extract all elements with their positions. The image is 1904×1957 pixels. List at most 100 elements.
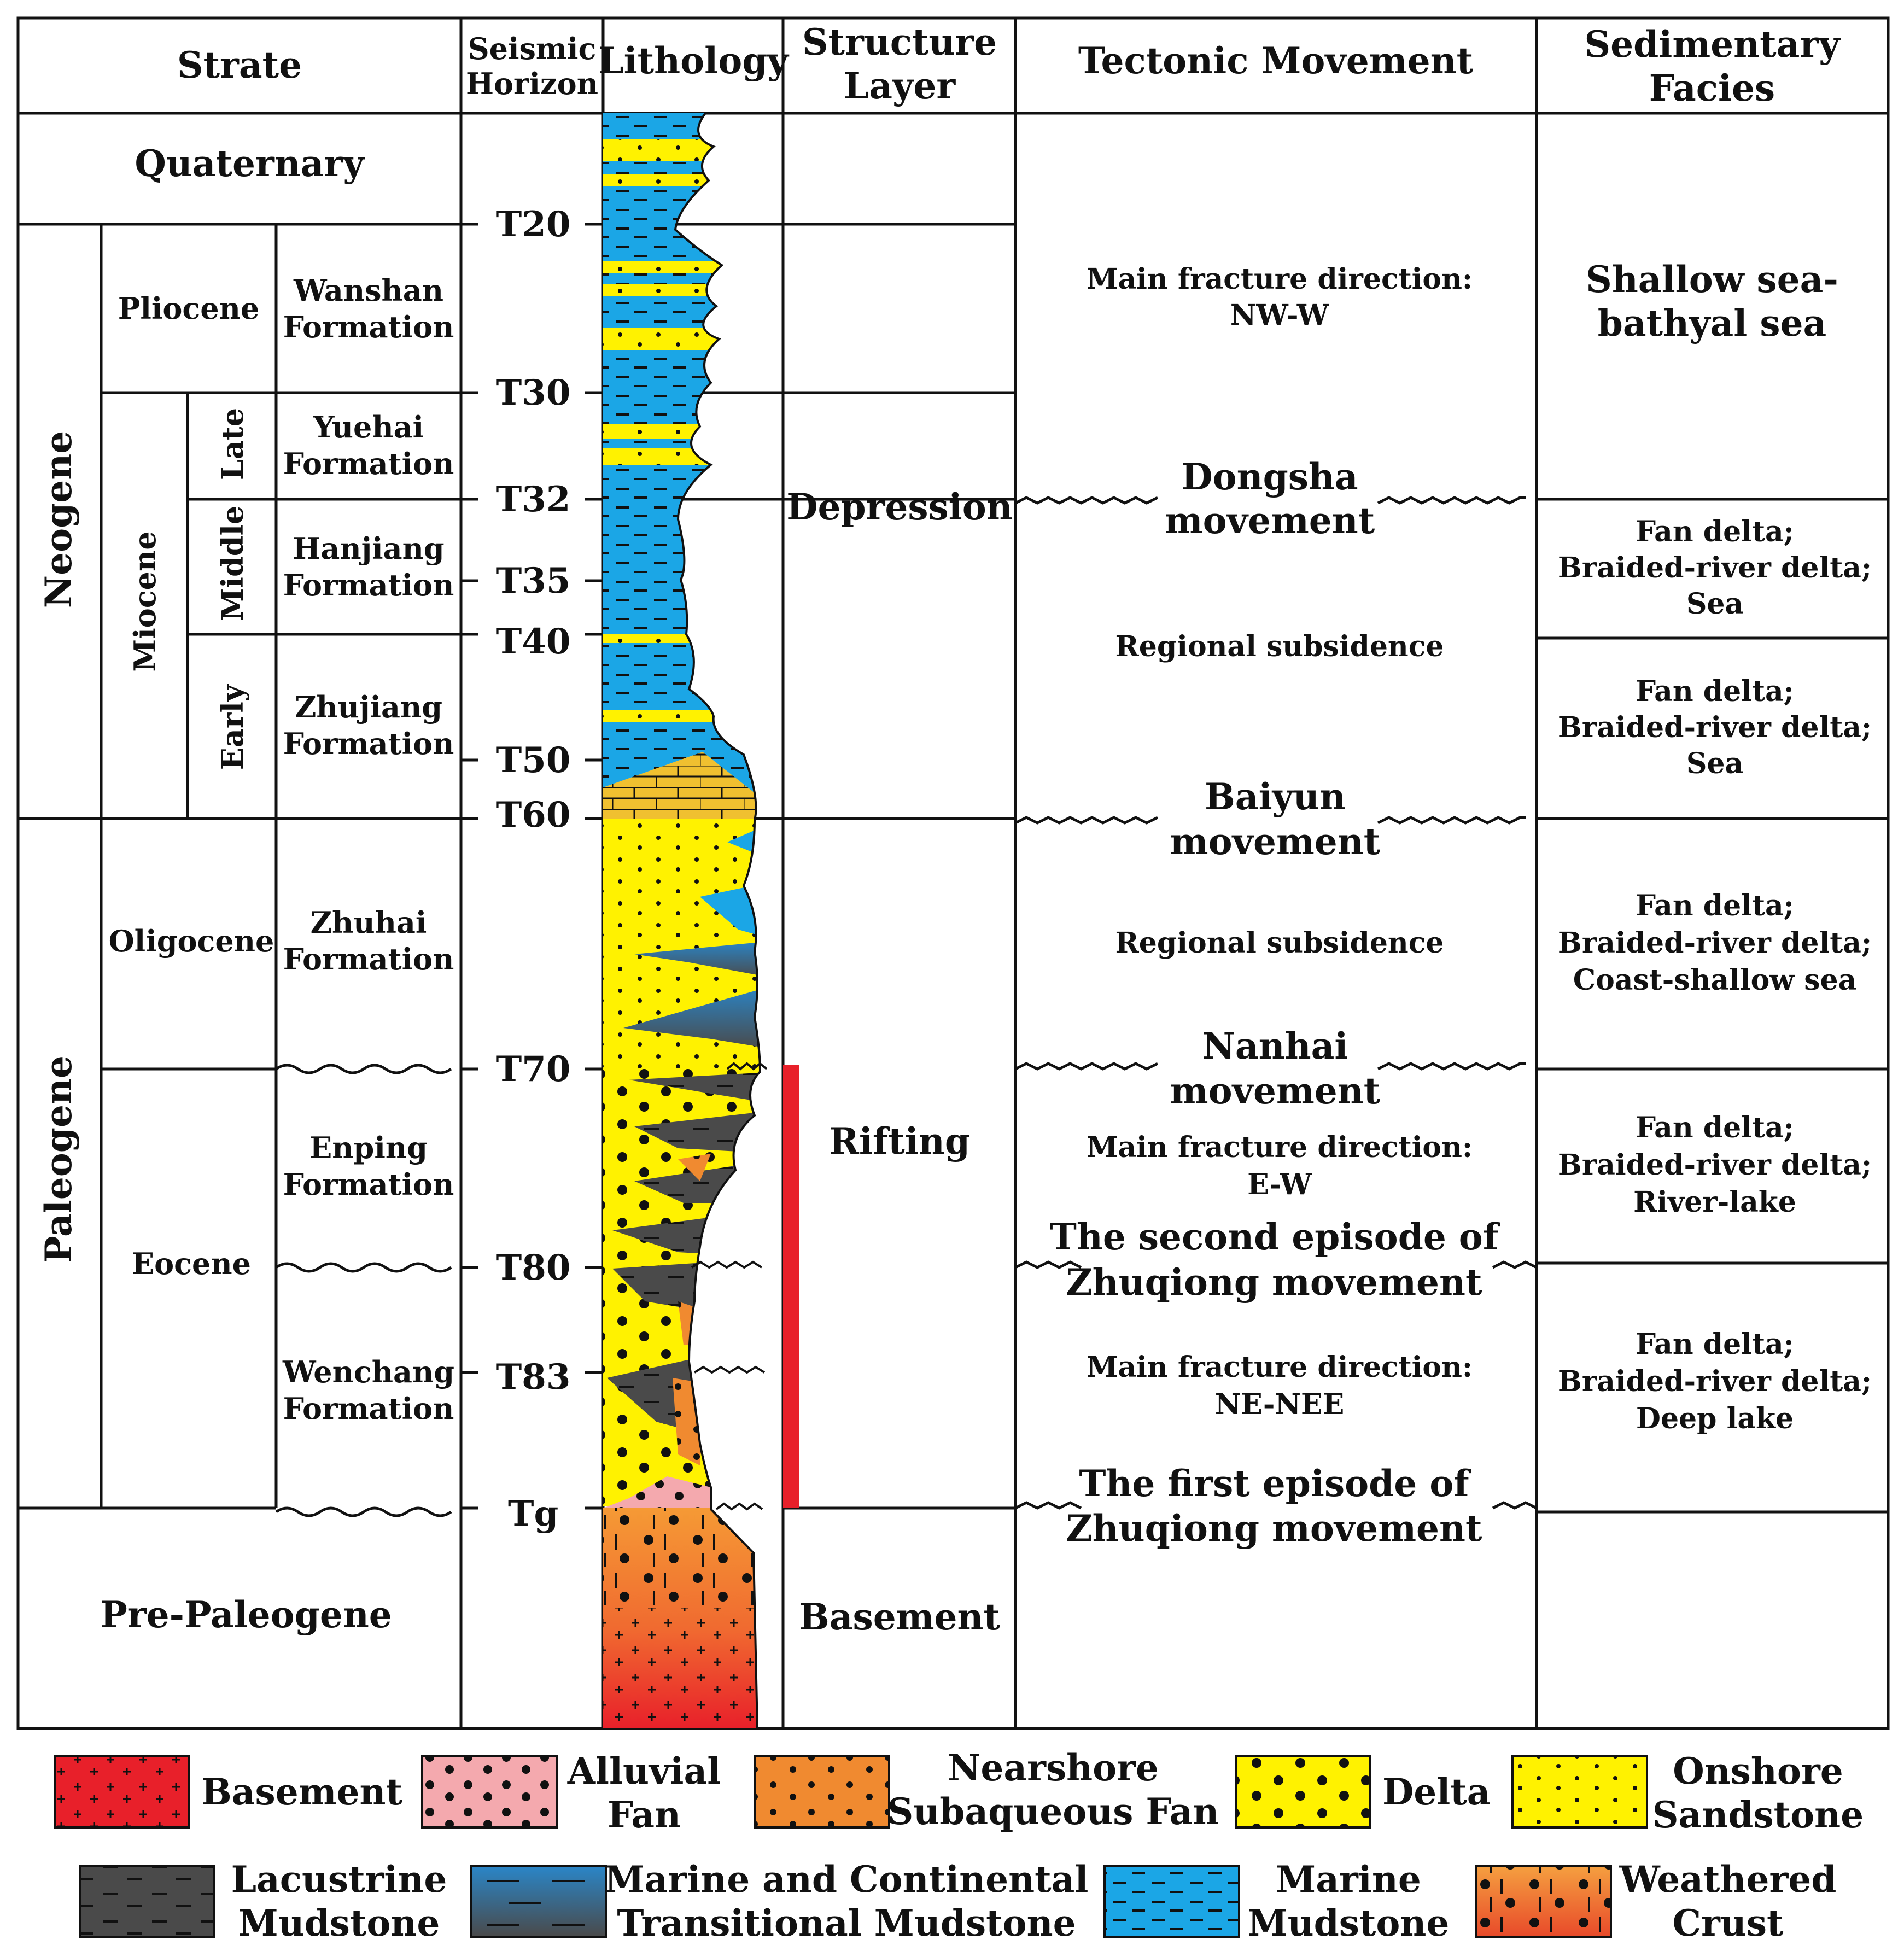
baiyun-movement-1: Baiyun (1205, 775, 1346, 818)
sedimentary-facies: Shallow sea- bathyal sea Fan delta; Brai… (1558, 258, 1872, 1435)
horizon-label: T70 (496, 1049, 571, 1090)
facies-6-line1: Fan delta; (1636, 1328, 1794, 1361)
legend-alluvial-fan: Alluvial Fan (421, 1750, 721, 1836)
facies-6-line2: Braided-river delta; (1558, 1365, 1872, 1398)
legend-label-nearshore-1: Nearshore (948, 1746, 1159, 1789)
fracture-ew-2: E-W (1247, 1168, 1312, 1201)
fracture-ne-2: NE-NEE (1215, 1388, 1345, 1421)
second-zhuqiong-1: The second episode of (1050, 1216, 1500, 1258)
litho-sand-bed (603, 710, 760, 722)
formation-zhujiang-2: Formation (283, 726, 454, 761)
legend-swatch-marine (1103, 1865, 1240, 1938)
legend-onshore-sandstone: Onshore Sandstone (1511, 1750, 1864, 1836)
structure-basement: Basement (799, 1596, 1001, 1638)
legend-label-alluvial-2: Fan (608, 1794, 681, 1836)
formation-wenchang-1: Wenchang (282, 1354, 454, 1389)
legend-lacustrine-mudstone: Lacustrine Mudstone (79, 1858, 447, 1944)
facies-3-line2: Braided-river delta; (1558, 711, 1872, 744)
litho-transitional-tongue (634, 940, 760, 979)
structure-layer: Depression Rifting Basement (786, 486, 1013, 1638)
strata-pre-paleogene: Pre-Paleogene (100, 1593, 392, 1636)
facies-6-line3: Deep lake (1636, 1402, 1794, 1435)
legend-label-delta: Delta (1382, 1771, 1491, 1813)
horizon-label: T80 (496, 1247, 571, 1288)
legend-nearshore-fan: Nearshore Subaqueous Fan (754, 1746, 1219, 1833)
fracture-nw-1: Main fracture direction: (1087, 262, 1473, 296)
structure-rifting: Rifting (829, 1120, 970, 1162)
horizon-label: T83 (496, 1357, 571, 1398)
facies-5-line3: River-lake (1633, 1185, 1796, 1219)
horizon-label: T32 (496, 479, 571, 520)
formation-hanjiang-2: Formation (283, 568, 454, 603)
regional-subsidence-1: Regional subsidence (1115, 630, 1444, 663)
strata-early: Early (215, 684, 250, 770)
legend-label-onshore-2: Sandstone (1652, 1794, 1864, 1836)
dongsha-movement-1: Dongsha (1181, 455, 1358, 498)
nanhai-movement-2: movement (1170, 1070, 1381, 1112)
legend-swatch-alluvial (421, 1755, 558, 1829)
horizon-label: T35 (496, 560, 571, 601)
legend-label-transitional-2: Transitional Mudstone (617, 1902, 1076, 1944)
header-row: Strate Seismic Horizon Lithology Structu… (177, 21, 1841, 109)
litho-sand-bed (603, 174, 760, 186)
header-structure-2: Layer (844, 65, 956, 107)
lithology-outline (674, 112, 762, 1728)
formation-wanshan-2: Formation (283, 309, 454, 344)
header-strate: Strate (177, 44, 302, 86)
legend-delta: Delta (1235, 1755, 1491, 1829)
header-tectonic: Tectonic Movement (1078, 39, 1474, 82)
legend-label-onshore-1: Onshore (1673, 1750, 1843, 1792)
strata-neogene: Neogene (37, 431, 80, 608)
first-zhuqiong-2: Zhuqiong movement (1066, 1507, 1483, 1550)
legend-transitional-mudstone: Marine and Continental Transitional Muds… (470, 1858, 1088, 1944)
formation-yuehai-1: Yuehai (313, 410, 424, 445)
strata-column: Quaternary Neogene Paleogene Pre-Paleoge… (37, 142, 454, 1636)
facies-5-line2: Braided-river delta; (1558, 1148, 1872, 1182)
strata-quaternary: Quaternary (135, 142, 365, 185)
horizon-label: T40 (496, 621, 571, 662)
formation-wenchang-2: Formation (283, 1391, 454, 1426)
legend-label-weathered-2: Crust (1673, 1902, 1784, 1944)
legend-swatch-delta (1235, 1755, 1371, 1829)
facies-4-line2: Braided-river delta; (1558, 926, 1872, 960)
facies-5-line1: Fan delta; (1636, 1111, 1794, 1144)
formation-hanjiang-1: Hanjiang (293, 531, 444, 566)
header-lithology: Lithology (598, 39, 789, 82)
litho-sand-bed (603, 284, 760, 296)
rifting-bar (783, 1065, 799, 1508)
header-facies-2: Facies (1649, 67, 1775, 109)
facies-2-line2: Braided-river delta; (1558, 551, 1872, 585)
facies-3-line1: Fan delta; (1636, 675, 1794, 708)
horizon-label: T30 (496, 372, 571, 413)
legend-label-alluvial-1: Alluvial (567, 1750, 721, 1792)
legend-swatch-transitional (470, 1865, 607, 1938)
formation-zhujiang-1: Zhujiang (295, 690, 442, 725)
litho-nearshore-fan (678, 1154, 711, 1181)
formation-zhuhai-2: Formation (283, 942, 454, 977)
strata-eocene: Eocene (132, 1246, 251, 1281)
legend-label-lacustrine-1: Lacustrine (231, 1858, 447, 1901)
header-structure-1: Structure (802, 21, 997, 63)
legend-marine-mudstone: Marine Mudstone (1103, 1858, 1450, 1944)
litho-lacustrine-tongue (629, 1072, 760, 1105)
litho-sand-bed (603, 424, 760, 439)
legend-label-marine-2: Mudstone (1248, 1902, 1450, 1944)
formation-zhuhai-1: Zhuhai (311, 905, 427, 940)
facies-4-line3: Coast-shallow sea (1573, 963, 1857, 997)
strata-oligocene: Oligocene (109, 924, 274, 959)
facies-2-line3: Sea (1686, 587, 1743, 621)
facies-1-line2: bathyal sea (1598, 302, 1826, 344)
legend-swatch-onshore (1511, 1755, 1648, 1829)
litho-sand-bed (603, 328, 760, 350)
litho-sand-bed (603, 261, 760, 273)
litho-sand-bed (603, 139, 760, 161)
litho-transitional-tongue (623, 984, 760, 1050)
legend: Basement Alluvial Fan Nearshore Subaqueo… (54, 1746, 1864, 1944)
legend-label-basement: Basement (201, 1771, 403, 1813)
first-zhuqiong-1: The first episode of (1079, 1462, 1471, 1505)
legend-swatch-lacustrine (79, 1865, 215, 1938)
legend-weathered-crust: Weathered Crust (1475, 1858, 1836, 1944)
litho-sand-bed (603, 448, 760, 465)
lithology-column (603, 113, 760, 1728)
unconformity-lines (274, 496, 1538, 1517)
